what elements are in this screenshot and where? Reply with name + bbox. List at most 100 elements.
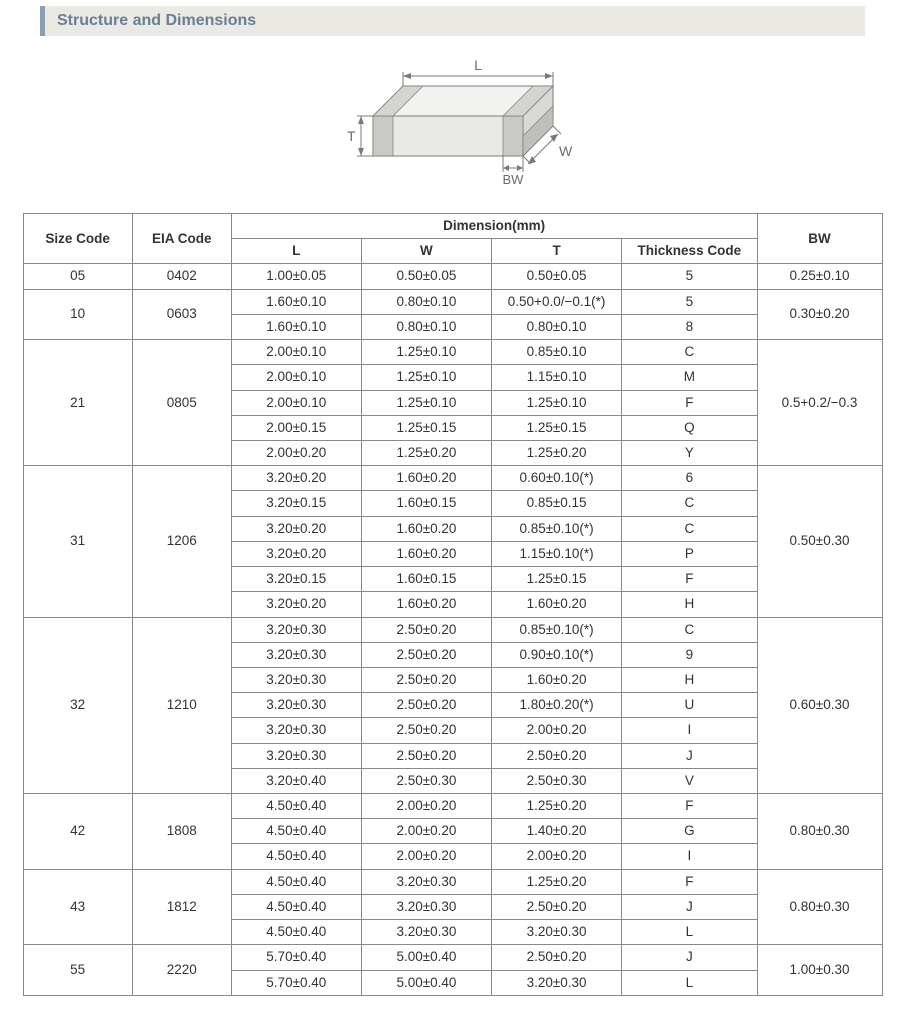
cell-thickness-code: J: [622, 945, 757, 970]
cell-W: 1.25±0.10: [361, 365, 491, 390]
table-row: 3112063.20±0.201.60±0.200.60±0.10(*)60.5…: [23, 466, 882, 491]
diagram-container: LWTBW: [0, 46, 905, 199]
svg-text:W: W: [559, 143, 573, 159]
svg-text:T: T: [347, 128, 356, 144]
cell-W: 2.50±0.20: [361, 718, 491, 743]
cell-size-code: 05: [23, 264, 132, 289]
cell-L: 3.20±0.20: [231, 516, 361, 541]
cell-W: 5.00±0.40: [361, 945, 491, 970]
col-L: L: [231, 239, 361, 264]
cell-W: 1.60±0.20: [361, 516, 491, 541]
cell-L: 3.20±0.15: [231, 567, 361, 592]
cell-T: 0.50+0.0/−0.1(*): [492, 289, 622, 314]
cell-thickness-code: F: [622, 390, 757, 415]
cell-W: 3.20±0.30: [361, 894, 491, 919]
cell-thickness-code: F: [622, 567, 757, 592]
cell-L: 4.50±0.40: [231, 819, 361, 844]
cell-bw: 0.50±0.30: [757, 466, 882, 617]
cell-W: 1.60±0.20: [361, 466, 491, 491]
cell-thickness-code: 9: [622, 642, 757, 667]
cell-thickness-code: 5: [622, 264, 757, 289]
cell-W: 2.50±0.20: [361, 642, 491, 667]
cell-thickness-code: H: [622, 667, 757, 692]
cell-L: 2.00±0.10: [231, 340, 361, 365]
cell-eia-code: 0402: [132, 264, 231, 289]
cell-T: 1.15±0.10(*): [492, 541, 622, 566]
cell-L: 4.50±0.40: [231, 869, 361, 894]
cell-T: 1.40±0.20: [492, 819, 622, 844]
cell-size-code: 55: [23, 945, 132, 995]
cell-T: 0.85±0.10(*): [492, 516, 622, 541]
cell-eia-code: 0805: [132, 340, 231, 466]
cell-bw: 0.25±0.10: [757, 264, 882, 289]
cell-thickness-code: I: [622, 718, 757, 743]
cell-thickness-code: L: [622, 920, 757, 945]
cell-W: 1.60±0.20: [361, 592, 491, 617]
cell-W: 0.80±0.10: [361, 314, 491, 339]
cell-W: 2.50±0.20: [361, 617, 491, 642]
cell-thickness-code: P: [622, 541, 757, 566]
cell-thickness-code: F: [622, 869, 757, 894]
cell-thickness-code: G: [622, 819, 757, 844]
cell-T: 2.50±0.30: [492, 768, 622, 793]
cell-W: 2.00±0.20: [361, 819, 491, 844]
cell-bw: 1.00±0.30: [757, 945, 882, 995]
cell-bw: 0.80±0.30: [757, 869, 882, 945]
cell-W: 3.20±0.30: [361, 869, 491, 894]
cell-L: 4.50±0.40: [231, 844, 361, 869]
cell-L: 5.70±0.40: [231, 970, 361, 995]
cell-W: 5.00±0.40: [361, 970, 491, 995]
col-eia-code: EIA Code: [132, 214, 231, 264]
cell-W: 1.25±0.10: [361, 390, 491, 415]
cell-T: 2.00±0.20: [492, 844, 622, 869]
cell-L: 3.20±0.20: [231, 592, 361, 617]
dimensions-table: Size Code EIA Code Dimension(mm) BW L W …: [23, 213, 883, 996]
table-row: 0504021.00±0.050.50±0.050.50±0.0550.25±0…: [23, 264, 882, 289]
table-row: 4318124.50±0.403.20±0.301.25±0.20F0.80±0…: [23, 869, 882, 894]
cell-T: 1.80±0.20(*): [492, 693, 622, 718]
cell-T: 1.60±0.20: [492, 667, 622, 692]
cell-L: 4.50±0.40: [231, 920, 361, 945]
cell-bw: 0.30±0.20: [757, 289, 882, 339]
cell-T: 2.50±0.20: [492, 894, 622, 919]
cell-thickness-code: 8: [622, 314, 757, 339]
cell-size-code: 10: [23, 289, 132, 339]
cell-L: 3.20±0.30: [231, 642, 361, 667]
cell-W: 1.25±0.15: [361, 415, 491, 440]
col-size-code: Size Code: [23, 214, 132, 264]
cell-W: 2.50±0.20: [361, 667, 491, 692]
cell-thickness-code: J: [622, 743, 757, 768]
cell-T: 3.20±0.30: [492, 970, 622, 995]
cell-size-code: 31: [23, 466, 132, 617]
cell-L: 3.20±0.40: [231, 768, 361, 793]
cell-thickness-code: 5: [622, 289, 757, 314]
cell-thickness-code: C: [622, 516, 757, 541]
cell-L: 5.70±0.40: [231, 945, 361, 970]
cell-size-code: 43: [23, 869, 132, 945]
table-row: 4218084.50±0.402.00±0.201.25±0.20F0.80±0…: [23, 794, 882, 819]
cell-T: 1.25±0.15: [492, 415, 622, 440]
cell-thickness-code: J: [622, 894, 757, 919]
col-T: T: [492, 239, 622, 264]
cell-L: 3.20±0.30: [231, 743, 361, 768]
cell-size-code: 21: [23, 340, 132, 466]
col-dimension-group: Dimension(mm): [231, 214, 757, 239]
cell-bw: 0.60±0.30: [757, 617, 882, 794]
cell-L: 3.20±0.30: [231, 667, 361, 692]
cell-thickness-code: L: [622, 970, 757, 995]
cell-eia-code: 1808: [132, 794, 231, 870]
cell-eia-code: 1210: [132, 617, 231, 794]
cell-W: 3.20±0.30: [361, 920, 491, 945]
col-W: W: [361, 239, 491, 264]
cell-T: 0.60±0.10(*): [492, 466, 622, 491]
cell-thickness-code: Q: [622, 415, 757, 440]
cell-L: 4.50±0.40: [231, 894, 361, 919]
cell-T: 2.50±0.20: [492, 743, 622, 768]
cell-W: 1.60±0.15: [361, 491, 491, 516]
cell-thickness-code: C: [622, 617, 757, 642]
cell-T: 1.25±0.20: [492, 794, 622, 819]
cell-W: 1.60±0.20: [361, 541, 491, 566]
table-header-row-1: Size Code EIA Code Dimension(mm) BW: [23, 214, 882, 239]
cell-thickness-code: M: [622, 365, 757, 390]
cell-L: 2.00±0.10: [231, 365, 361, 390]
